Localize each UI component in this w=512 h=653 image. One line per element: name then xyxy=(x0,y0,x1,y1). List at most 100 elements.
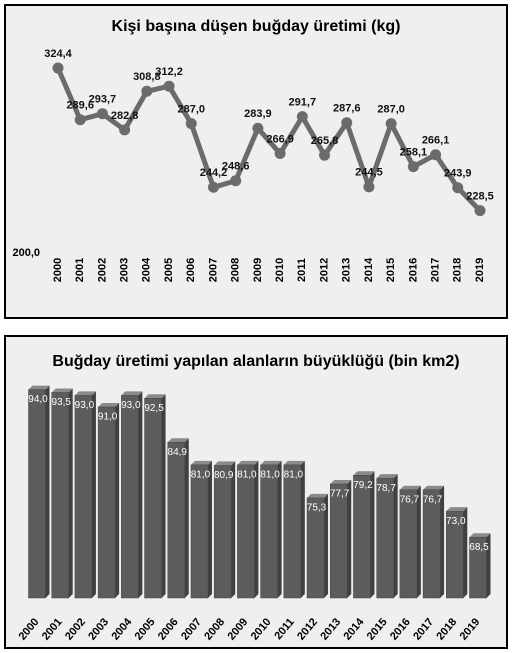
x-tick-label: 2011 xyxy=(296,258,308,282)
data-label: 79,2 xyxy=(353,480,373,491)
point xyxy=(96,108,108,120)
bar-top xyxy=(423,485,445,490)
bar-side xyxy=(277,460,282,598)
data-label: 293,7 xyxy=(89,94,117,106)
data-label: 94,0 xyxy=(28,394,48,405)
data-label: 248,6 xyxy=(222,161,250,173)
bar xyxy=(283,464,302,599)
chart-title: Kişi başına düşen buğday üretimi (kg) xyxy=(112,18,401,35)
data-label: 282,8 xyxy=(111,110,139,122)
data-label: 265,8 xyxy=(311,135,339,147)
data-label: 81,0 xyxy=(260,469,280,480)
x-tick-label: 2007 xyxy=(207,258,219,282)
bar-top xyxy=(260,460,282,465)
point xyxy=(230,175,242,187)
x-tick-label: 2005 xyxy=(163,258,175,282)
bar-top xyxy=(214,461,236,466)
bar xyxy=(97,406,116,599)
x-tick-label: 2019 xyxy=(474,258,486,282)
bar xyxy=(213,465,232,599)
point xyxy=(407,161,419,173)
bar xyxy=(469,536,487,599)
data-label: 77,7 xyxy=(330,489,350,500)
bar xyxy=(121,395,139,599)
bar-top xyxy=(330,479,352,484)
point xyxy=(341,117,353,129)
bar-top xyxy=(167,438,189,443)
point xyxy=(430,149,442,161)
bar-top xyxy=(28,385,50,390)
point xyxy=(163,80,175,92)
bar-top xyxy=(376,474,398,479)
x-tick-label: 2008 xyxy=(230,258,242,282)
data-label: 266,9 xyxy=(266,133,294,145)
point xyxy=(274,148,286,160)
bar xyxy=(260,464,278,599)
bar-top xyxy=(51,388,73,393)
bar-side xyxy=(161,394,166,598)
bar xyxy=(237,464,255,599)
bar-side xyxy=(486,533,491,598)
point xyxy=(363,181,375,193)
bar-side xyxy=(324,493,329,598)
x-tick-label: 2012 xyxy=(318,258,330,282)
bar xyxy=(376,477,394,599)
bar xyxy=(329,483,348,599)
bar xyxy=(446,510,464,599)
data-label: 92,5 xyxy=(144,403,164,414)
data-label: 287,0 xyxy=(177,104,205,116)
data-label: 81,0 xyxy=(284,469,304,480)
bar-side xyxy=(207,460,212,598)
x-tick-label: 2010 xyxy=(274,258,286,282)
bar-top xyxy=(353,471,375,476)
data-label: 91,0 xyxy=(98,412,118,423)
point xyxy=(385,118,397,130)
bar xyxy=(144,398,162,599)
data-label: 68,5 xyxy=(469,542,489,553)
chart-title: Buğday üretimi yapılan alanların büyüklü… xyxy=(52,353,459,370)
x-tick-label: 2016 xyxy=(407,258,419,282)
bar-side xyxy=(347,479,352,598)
bar-top xyxy=(121,391,143,396)
x-tick-label: 2003 xyxy=(119,258,131,282)
bar-top xyxy=(399,485,421,490)
data-label: 308,8 xyxy=(133,71,161,83)
data-label: 76,7 xyxy=(423,494,443,505)
x-tick-label: 2004 xyxy=(141,257,153,282)
data-label: 324,4 xyxy=(44,48,72,60)
bar xyxy=(167,442,186,599)
data-label: 81,0 xyxy=(191,469,211,480)
x-tick-label: 2013 xyxy=(341,258,353,282)
data-label: 291,7 xyxy=(289,97,317,109)
x-tick-label: 2009 xyxy=(252,258,264,282)
bar-side xyxy=(138,391,143,598)
bar-side xyxy=(370,471,375,598)
point xyxy=(474,205,486,217)
data-label: 93,0 xyxy=(75,400,95,411)
bar xyxy=(399,489,418,599)
point xyxy=(207,181,219,193)
data-label: 244,2 xyxy=(200,167,228,179)
data-label: 84,9 xyxy=(168,447,188,458)
bar-side xyxy=(254,460,259,598)
point xyxy=(52,62,64,74)
x-tick-label: 2006 xyxy=(185,258,197,282)
point xyxy=(296,111,308,123)
data-label: 312,2 xyxy=(155,66,183,78)
bar xyxy=(51,392,69,599)
data-label: 81,0 xyxy=(237,469,257,480)
point xyxy=(252,122,264,134)
y-tick-label: 200,0 xyxy=(12,247,40,259)
x-tick-label: 2001 xyxy=(74,258,86,282)
bar-top xyxy=(446,507,468,512)
data-label: 287,0 xyxy=(377,104,405,116)
bar-side xyxy=(393,474,398,598)
point xyxy=(74,114,86,126)
bar-side xyxy=(463,507,468,598)
bar xyxy=(306,497,325,599)
point xyxy=(319,149,331,161)
bar-top xyxy=(307,493,329,498)
data-label: 75,3 xyxy=(307,502,327,513)
data-label: 73,0 xyxy=(446,516,466,527)
